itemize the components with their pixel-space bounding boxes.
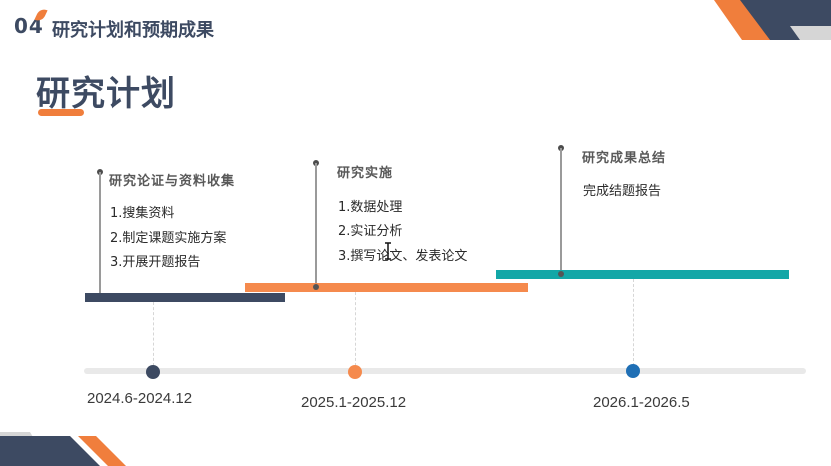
milestone-3-date: 2026.1-2026.5	[593, 394, 690, 411]
phase-2-item-2: 2.实证分析	[338, 224, 403, 239]
milestone-3-dot	[626, 364, 640, 378]
milestone-2-date: 2025.1-2025.12	[301, 394, 407, 411]
section-title: 研究计划和预期成果	[52, 20, 214, 41]
phase-3-stem	[560, 148, 562, 275]
corner-decoration-top-right	[714, 0, 831, 40]
timeline-axis	[84, 368, 806, 374]
milestone-2-dot	[348, 365, 362, 379]
phase-1-item-2: 2.制定课题实施方案	[110, 231, 227, 246]
page-title: 研究计划	[36, 74, 176, 114]
phase-2-item-3: 3.撰写论文、发表论文	[338, 249, 468, 264]
phase-3-bar	[496, 270, 789, 279]
phase-2-joint-dot	[313, 284, 319, 290]
phase-3-heading: 研究成果总结	[582, 151, 667, 166]
milestone-1-dot	[146, 365, 160, 379]
phase-1-item-1: 1.搜集资料	[110, 206, 175, 221]
phase-2-heading: 研究实施	[337, 166, 394, 181]
text-cursor-icon	[385, 242, 391, 260]
milestone-3-connector	[633, 279, 634, 366]
phase-1-heading: 研究论证与资料收集	[109, 174, 236, 189]
phase-3-joint-dot	[558, 271, 564, 277]
phase-3-item-1: 完成结题报告	[583, 184, 662, 199]
phase-2-bar	[245, 283, 528, 292]
corner-decoration-bottom-left	[0, 432, 126, 466]
title-underline	[38, 109, 84, 116]
milestone-1-date: 2024.6-2024.12	[87, 390, 193, 407]
phase-1-stem	[99, 172, 101, 296]
milestone-2-connector	[355, 292, 356, 366]
phase-1-bar	[85, 293, 285, 302]
phase-2-item-1: 1.数据处理	[338, 200, 403, 215]
phase-2-stem	[315, 163, 317, 287]
milestone-1-connector	[153, 302, 154, 366]
phase-1-item-3: 3.开展开题报告	[110, 255, 201, 270]
